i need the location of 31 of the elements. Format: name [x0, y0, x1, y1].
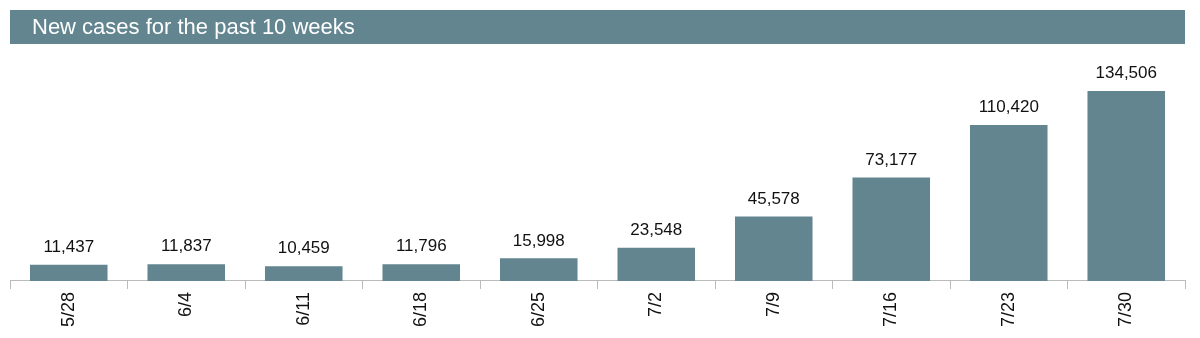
- data-label: 10,459: [277, 238, 330, 258]
- data-label: 11,837: [160, 236, 212, 256]
- x-tick-label: 5/28: [57, 291, 78, 328]
- x-tick-label: 7/9: [762, 291, 783, 317]
- bar: [29, 264, 108, 281]
- chart-title: New cases for the past 10 weeks: [10, 10, 1185, 44]
- bar: [1087, 91, 1166, 281]
- x-tick-label: 6/11: [292, 291, 313, 326]
- x-tick-label: 7/16: [880, 291, 901, 328]
- data-label: 23,548: [630, 219, 683, 239]
- x-tick-label: 6/18: [410, 291, 431, 328]
- data-label: 73,177: [865, 149, 918, 169]
- x-tick-label: 7/23: [997, 291, 1018, 328]
- data-label: 110,420: [978, 97, 1039, 117]
- bar: [264, 266, 343, 281]
- x-tick-label: 6/4: [175, 291, 196, 317]
- bar: [852, 177, 931, 281]
- bar: [969, 125, 1048, 281]
- bar: [499, 258, 578, 281]
- x-tick-label: 7/30: [1115, 291, 1136, 328]
- x-tick-label: 6/25: [527, 291, 548, 328]
- bar: [734, 216, 813, 281]
- bar: [382, 264, 461, 281]
- data-label: 11,796: [395, 236, 447, 256]
- data-label: 11,437: [43, 237, 95, 256]
- x-tick-label: 7/2: [645, 291, 666, 317]
- data-label: 45,578: [747, 188, 800, 208]
- data-label: 15,998: [512, 230, 565, 250]
- bar: [617, 247, 696, 281]
- bar: [147, 264, 226, 281]
- data-label: 134,506: [1095, 63, 1157, 83]
